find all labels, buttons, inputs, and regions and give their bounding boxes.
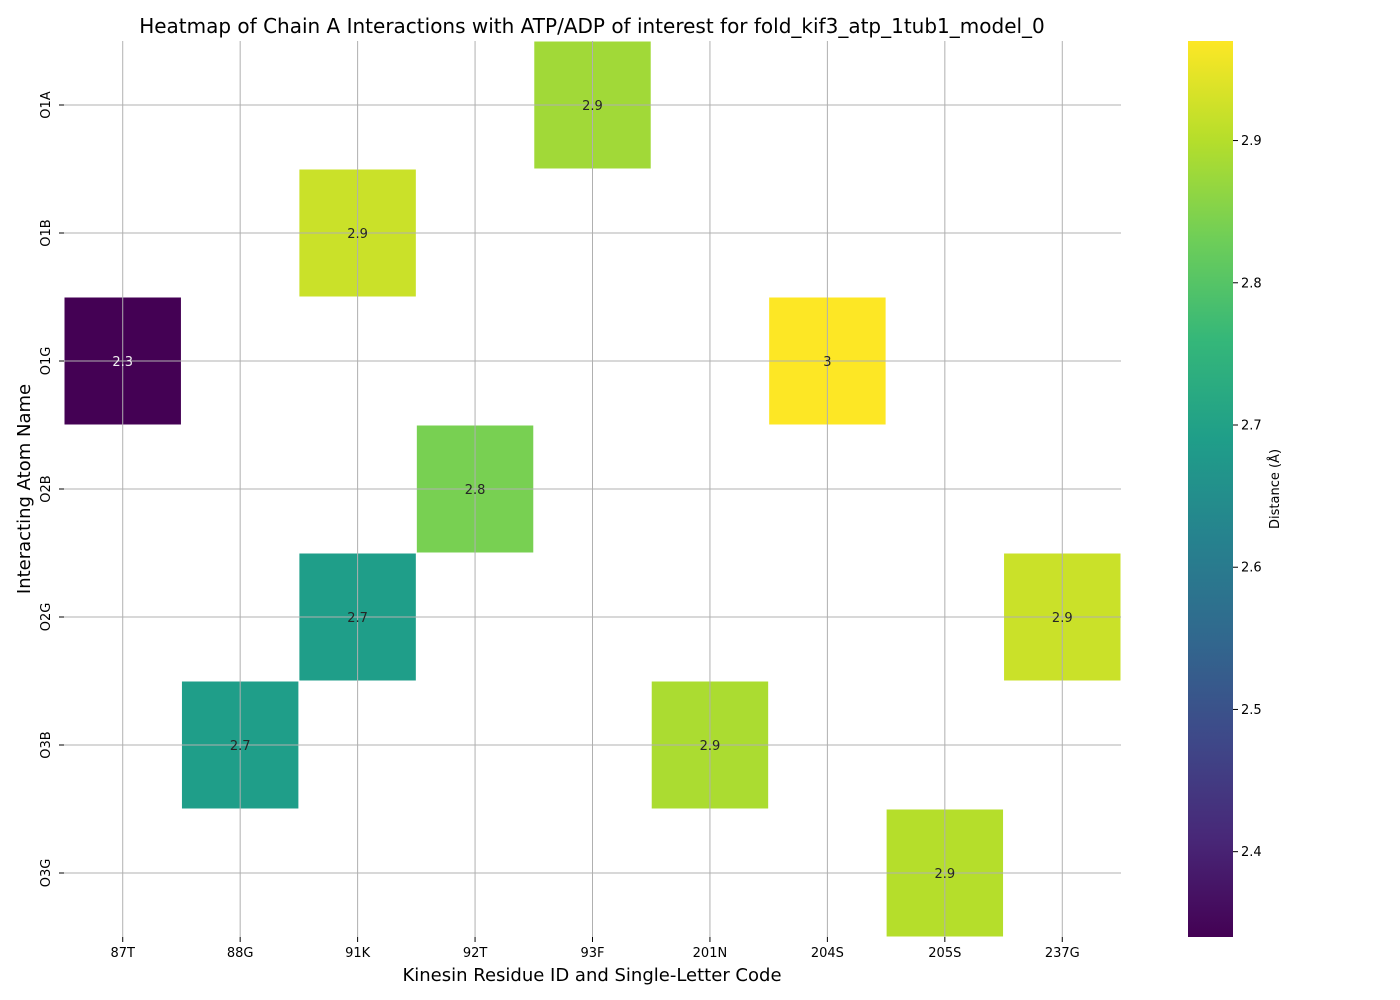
colorbar-tick-label: 2.5: [1241, 703, 1262, 718]
cell-value-label: 3: [823, 355, 831, 370]
x-tick-label: 237G: [1045, 946, 1080, 961]
cell-value-label: 2.7: [230, 739, 251, 754]
colorbar: [1188, 41, 1233, 937]
cell-value-label: 2.9: [1052, 611, 1073, 626]
cell-value-label: 2.9: [582, 99, 603, 114]
x-tick-label: 93F: [580, 946, 604, 961]
colorbar-tick-label: 2.4: [1241, 845, 1262, 860]
cell-value-label: 2.9: [934, 867, 955, 882]
y-tick-label: O1G: [39, 347, 54, 376]
y-tick-label: O2G: [39, 603, 54, 632]
chart-title: Heatmap of Chain A Interactions with ATP…: [139, 14, 1045, 38]
colorbar-tick-label: 2.9: [1241, 134, 1262, 149]
grid-lines-overlay: [64, 41, 1121, 937]
colorbar-tick-label: 2.8: [1241, 276, 1262, 291]
x-tick-label: 87T: [110, 946, 135, 961]
y-axis-label: Interacting Atom Name: [14, 384, 35, 594]
y-tick-label: O3B: [39, 731, 54, 758]
x-tick-label: 204S: [811, 946, 844, 961]
x-tick-label: 201N: [693, 946, 728, 961]
x-tick-label: 88G: [227, 946, 254, 961]
cell-value-label: 2.7: [347, 611, 368, 626]
y-tick-label: O3G: [39, 859, 54, 888]
x-tick-label: 91K: [345, 946, 371, 961]
y-tick-label: O2B: [39, 475, 54, 502]
cell-value-label: 2.3: [112, 355, 133, 370]
cell-value-label: 2.8: [465, 483, 486, 498]
colorbar-tick-label: 2.6: [1241, 561, 1262, 576]
cell-value-label: 2.9: [700, 739, 721, 754]
colorbar-tick-label: 2.7: [1241, 419, 1262, 434]
cell-value-labels: 2.9 2.9 2.3 3 2.8 2.7 2.9 2.7 2.9 2.9: [112, 99, 1072, 882]
y-tick-label: O1A: [39, 91, 54, 119]
cell-value-label: 2.9: [347, 227, 368, 242]
colorbar-label: Distance (Å): [1267, 449, 1283, 529]
x-axis-label: Kinesin Residue ID and Single-Letter Cod…: [402, 965, 781, 986]
axis-ticks: 87T 88G 91K 92T 93F 201N 204S 205S 237G O1A O1B O1G…: [39, 91, 1080, 961]
x-tick-label: 205S: [928, 946, 961, 961]
colorbar-ticks: 2.4 2.5 2.6 2.7 2.8 2.9: [1233, 134, 1262, 860]
y-tick-label: O1B: [39, 219, 54, 246]
x-tick-label: 92T: [463, 946, 488, 961]
